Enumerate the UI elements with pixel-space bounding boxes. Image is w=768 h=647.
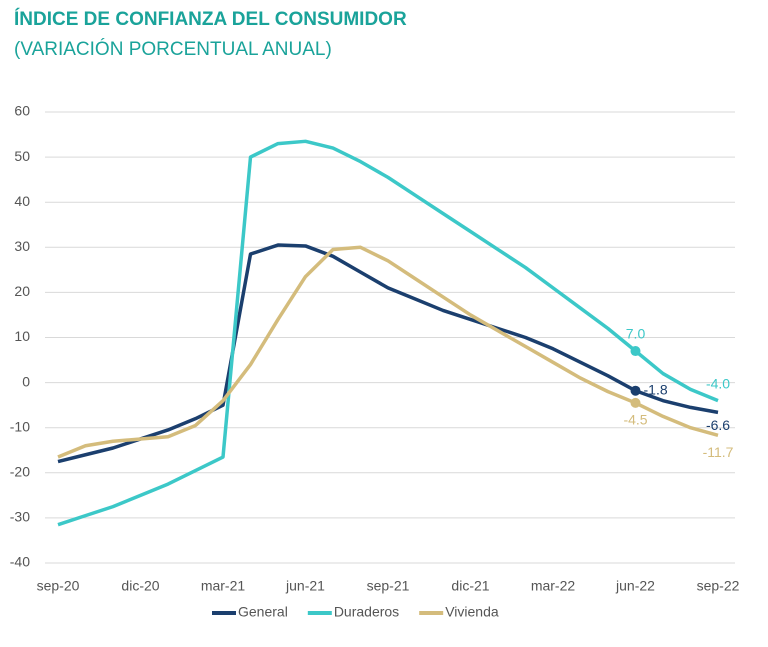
legend-label: General [238, 604, 288, 620]
series-line [57, 243, 719, 464]
y-tick-label: 40 [14, 193, 30, 209]
x-tick-label: jun-21 [285, 578, 325, 594]
series-line [57, 139, 719, 527]
series-line [57, 245, 719, 459]
y-tick-label: 50 [14, 148, 30, 164]
data-point [630, 385, 641, 396]
y-tick-label: 60 [14, 103, 30, 119]
y-tick-label: -30 [10, 509, 30, 525]
legend-label: Vivienda [445, 604, 499, 620]
legend-label: Duraderos [334, 604, 399, 620]
x-tick-label: mar-21 [201, 578, 246, 594]
x-tick-label: mar-22 [531, 578, 576, 594]
data-label: -4.0 [706, 375, 730, 391]
y-tick-label: -20 [10, 464, 30, 480]
y-tick-label: 30 [14, 238, 30, 254]
data-label: 7.0 [626, 326, 646, 342]
y-tick-label: 20 [14, 283, 30, 299]
data-label: -1.8 [644, 381, 668, 397]
y-tick-label: -40 [10, 554, 30, 570]
chart-subtitle: (VARIACIÓN PORCENTUAL ANUAL) [14, 38, 332, 60]
data-label: -11.7 [703, 444, 734, 460]
chart-title: ÍNDICE DE CONFIANZA DEL CONSUMIDOR [14, 8, 407, 30]
x-tick-label: sep-22 [697, 578, 740, 594]
x-tick-label: dic-20 [121, 578, 159, 594]
y-tick-label: 0 [22, 373, 30, 389]
data-point [630, 346, 641, 357]
data-point [630, 397, 641, 408]
y-tick-label: -10 [10, 418, 30, 434]
data-label: -4.5 [623, 412, 647, 428]
y-tick-label: 10 [14, 328, 30, 344]
x-tick-label: dic-21 [451, 578, 489, 594]
x-tick-label: jun-22 [615, 578, 655, 594]
data-label: -6.6 [706, 417, 730, 433]
x-tick-label: sep-20 [37, 578, 80, 594]
x-tick-label: sep-21 [367, 578, 410, 594]
